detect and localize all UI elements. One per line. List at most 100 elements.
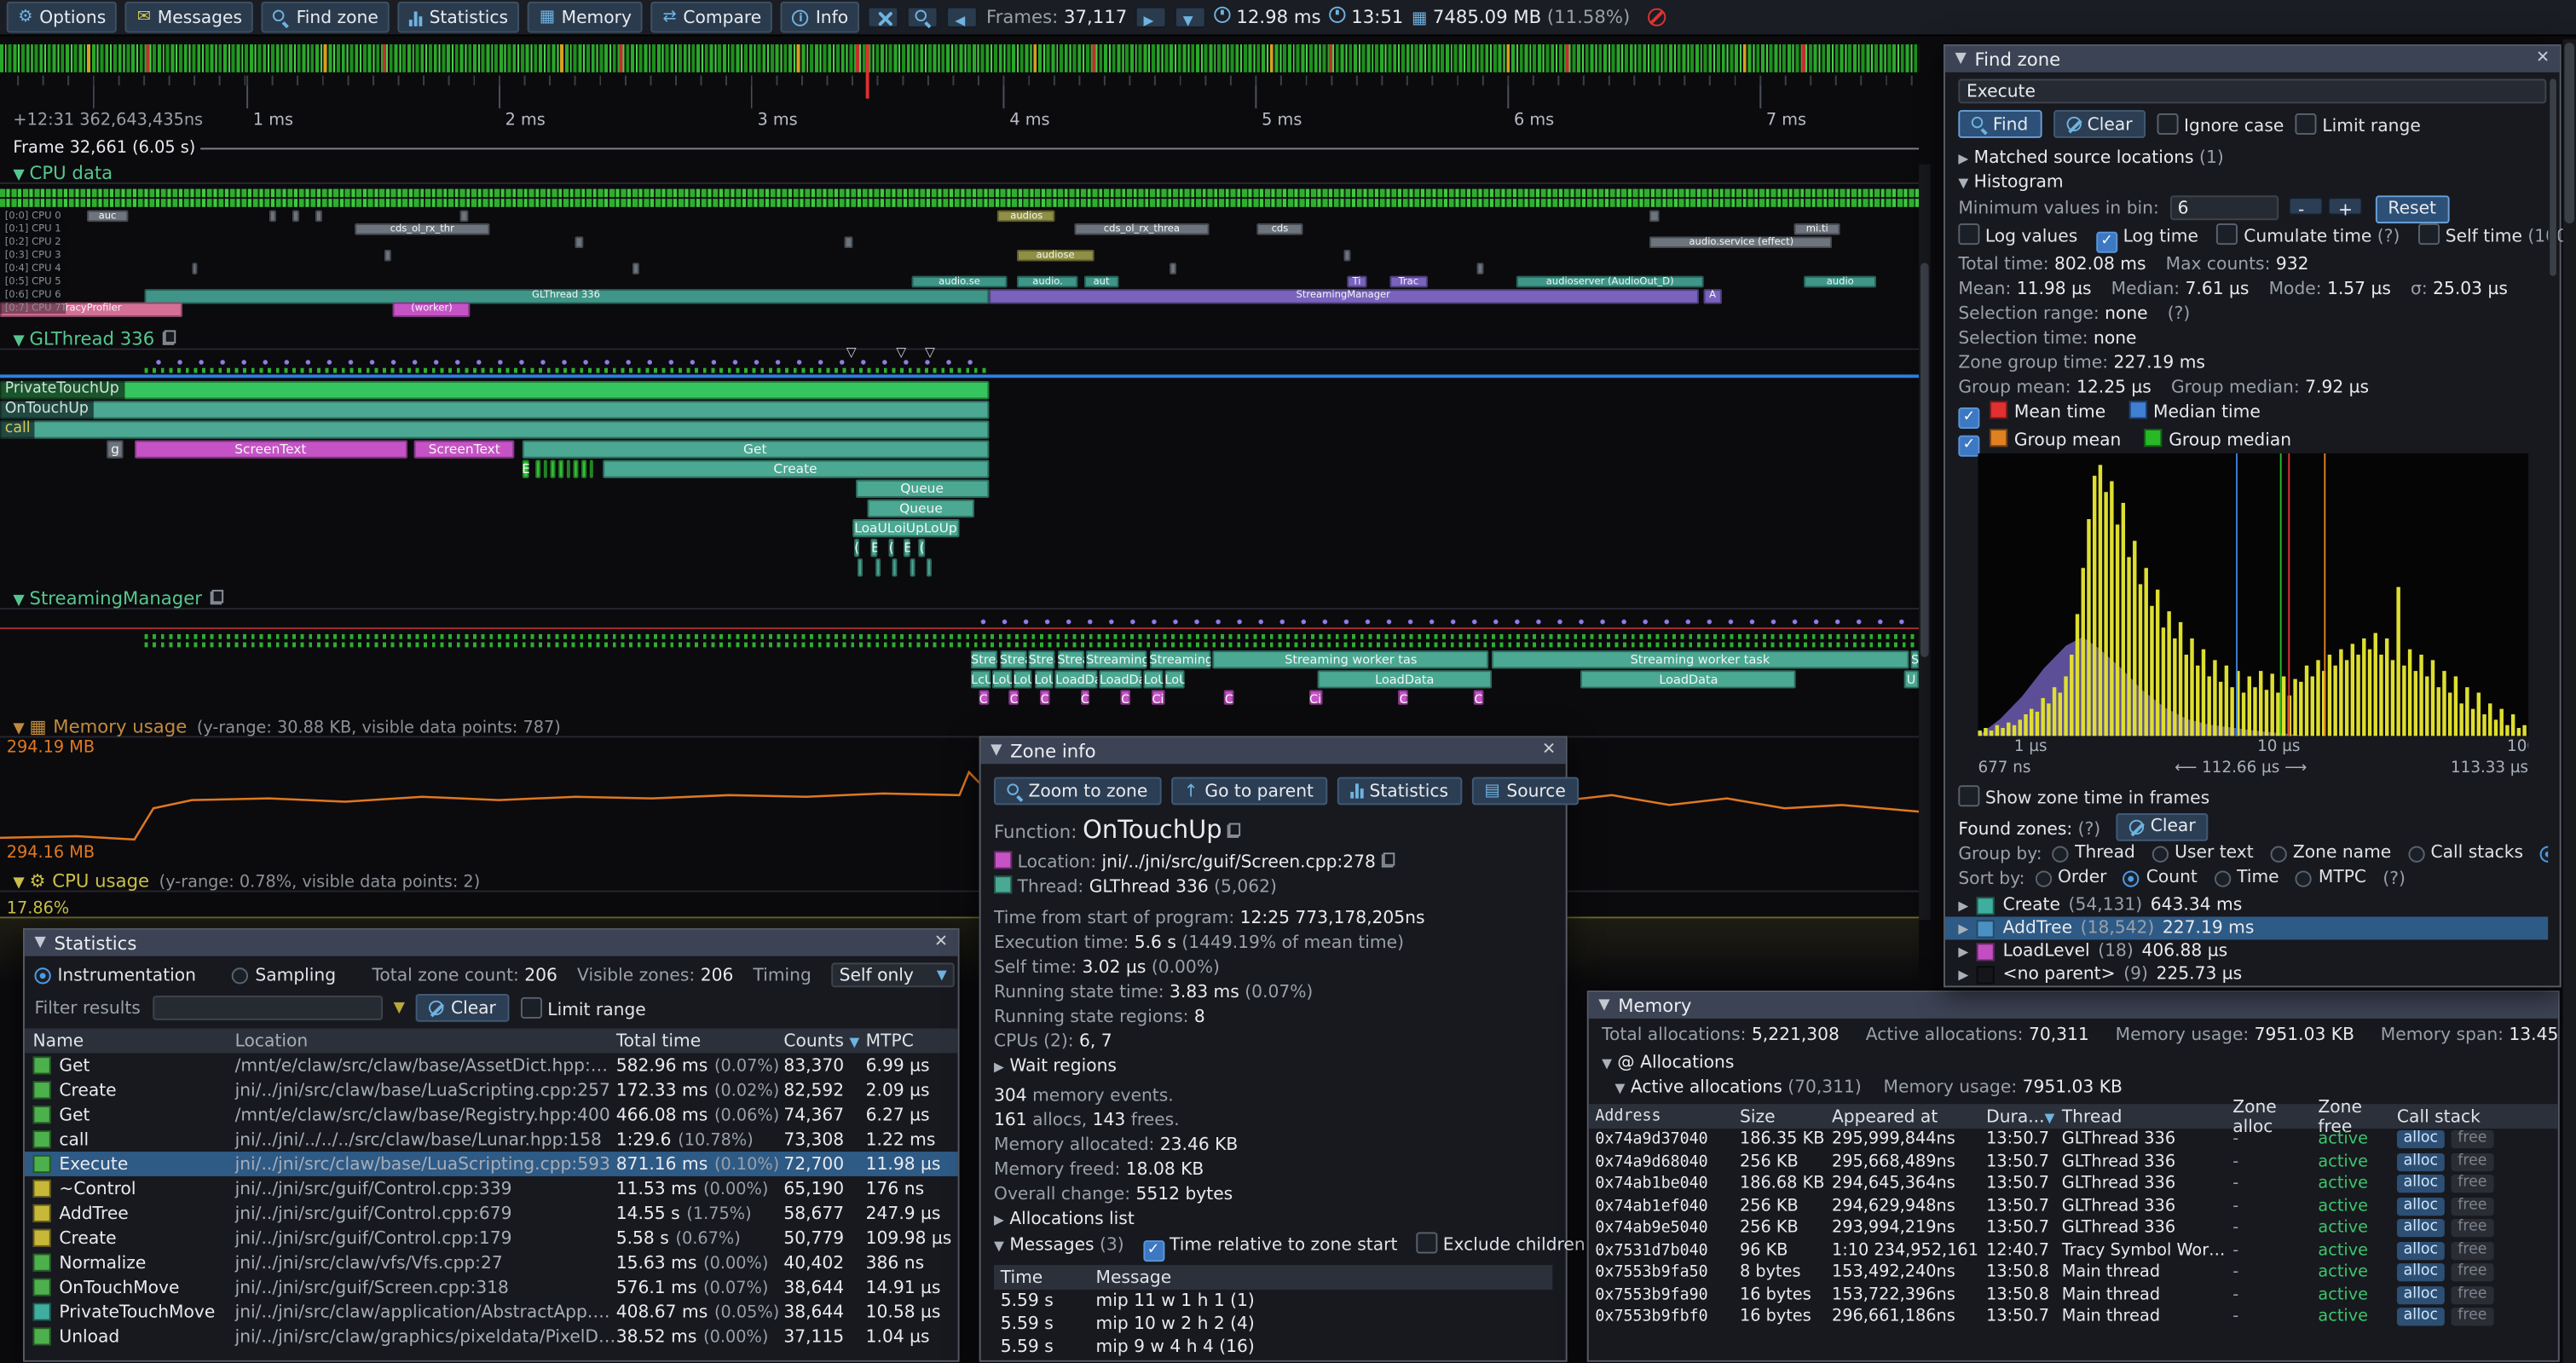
memory-window-titlebar[interactable]: ▼ Memory	[1588, 992, 2558, 1019]
relative-time-checkbox[interactable]: ✓ Time relative to zone start	[1142, 1235, 1397, 1262]
zone-segment[interactable]: Ci	[1308, 690, 1322, 705]
memory-table-header[interactable]: Address Size Appeared at Dura...▼ Thread…	[1588, 1096, 2558, 1136]
zone-segment[interactable]	[566, 459, 571, 478]
column-zone-free[interactable]: Zone free	[2318, 1096, 2362, 1136]
zone-segment[interactable]: TracyProfiler	[0, 302, 182, 317]
zone-segment[interactable]: C	[1080, 690, 1090, 705]
zone-segment[interactable]	[384, 249, 392, 262]
checkbox-icon[interactable]: ✓	[1958, 407, 1980, 430]
zone-segment[interactable]	[858, 558, 863, 577]
zone-segment[interactable]: LoadData	[1318, 670, 1492, 689]
source-button[interactable]: ▤ Source	[1471, 777, 1580, 806]
column-message[interactable]: Message	[1095, 1267, 1172, 1288]
zone-segment[interactable]: Strea	[971, 650, 998, 669]
show-zone-time-checkbox[interactable]: Show zone time in frames	[1945, 785, 2223, 811]
radio-option[interactable]: Thread	[2052, 841, 2135, 866]
zone-segment[interactable]: audio.se	[911, 275, 1008, 288]
zone-segment[interactable]	[1343, 249, 1351, 262]
zone-segment[interactable]: (worker)	[393, 302, 471, 317]
zone-segment[interactable]	[589, 459, 594, 478]
find-zone-titlebar[interactable]: ▼ Find zone ✕	[1944, 45, 2560, 72]
messages-button[interactable]: ✉ Messages	[125, 1, 254, 33]
zone-statistics-button[interactable]: Statistics	[1336, 777, 1462, 806]
zone-segment[interactable]: Queue	[867, 499, 975, 518]
zone-segment[interactable]	[1477, 263, 1484, 274]
allocation-row[interactable]: 0x7553b9fa50 8 bytes 153,492,240ns 13:50.8 M…	[1589, 1262, 2558, 1284]
column-mtpc[interactable]: MTPC	[865, 1031, 914, 1051]
column-zone-alloc[interactable]: Zone alloc	[2232, 1096, 2277, 1136]
memory-usage-section-header[interactable]: ▼ ▦ Memory usage (y-range: 30.88 KB, visibl…	[13, 716, 561, 738]
column-name[interactable]: Name	[32, 1031, 84, 1051]
find-clear-button[interactable]: Clear	[2053, 110, 2146, 138]
radio-option[interactable]: User text	[2151, 841, 2254, 866]
stats-limit-range-checkbox[interactable]: Limit range	[520, 996, 646, 1019]
zone-segment[interactable]: E	[870, 539, 877, 557]
allocation-row[interactable]: 0x7553b9fbf0 16 bytes 296,661,186ns 13:50.7…	[1589, 1306, 2558, 1328]
cpu-usage-section-header[interactable]: ▼ ⚙ CPU usage (y-range: 0.78%, visible data…	[13, 870, 481, 892]
zone-info-titlebar[interactable]: ▼ Zone info ✕	[980, 737, 1566, 765]
allocation-row[interactable]: 0x7553b9fa90 16 bytes 153,722,396ns 13:50.8…	[1589, 1284, 2558, 1306]
message-row[interactable]: 5.59 s mip 10 w 2 h 2 (4)	[1000, 1314, 1255, 1334]
zone-segment[interactable]	[875, 558, 881, 577]
found-zone-row[interactable]: ▶ AddTree (18,542) 227.19 ms	[1944, 916, 2550, 940]
allocation-row[interactable]: 0x74ab1be040 186.68 KB 294,645,364ns 13:50.…	[1589, 1173, 2558, 1195]
statistics-row[interactable]: Create jni/../jni/src/claw/base/LuaScript…	[25, 1077, 958, 1102]
alloc-stack-button[interactable]: alloc	[2396, 1152, 2445, 1171]
zone-segment[interactable]	[574, 459, 579, 478]
zone-segment[interactable]: C	[979, 690, 989, 705]
zone-segment[interactable]	[535, 459, 540, 478]
allocation-row[interactable]: 0x74a9d68040 256 KB 295,668,489ns 13:50.7 GL…	[1589, 1151, 2558, 1173]
zone-segment[interactable]: Ti	[1347, 275, 1366, 288]
column-duration[interactable]: Dura...▼	[1986, 1106, 2055, 1127]
zone-segment[interactable]	[543, 459, 548, 478]
log-time-checkbox[interactable]: ✓ Log time	[2096, 227, 2198, 253]
statistics-window-titlebar[interactable]: ▼ Statistics ✕	[24, 929, 958, 956]
statistics-table-header[interactable]: Name Location Total time Counts ▼ MTPC	[24, 1028, 958, 1054]
radio-option[interactable]: Time	[2214, 866, 2279, 891]
zone-segment[interactable]: LcU	[971, 670, 991, 689]
glthread-section-header[interactable]: ▼ GLThread 336	[13, 328, 176, 350]
zone-segment[interactable]: A	[1703, 289, 1722, 304]
min-bin-input[interactable]: 6	[2169, 195, 2279, 221]
allocations-expander[interactable]: ▼ @ Allocations	[1602, 1053, 1735, 1073]
statistics-row[interactable]: PrivateTouchMove jni/../jni/src/claw/appl…	[25, 1299, 958, 1324]
alloc-stack-button[interactable]: alloc	[2396, 1308, 2445, 1326]
allocation-row[interactable]: 0x7531d7b040 96 KB 1:10 234,952,161 12:40.7…	[1589, 1239, 2558, 1262]
zone-segment[interactable]: Strea	[999, 650, 1027, 669]
column-thread[interactable]: Thread	[2061, 1106, 2123, 1127]
zone-segment[interactable]: St	[1911, 650, 1920, 669]
statistics-row[interactable]: AddTree jni/../jni/src/guif/Control.cpp:6…	[25, 1201, 958, 1226]
allocation-row[interactable]: 0x74ab1ef040 256 KB 294,629,948ns 13:50.7 GL…	[1589, 1195, 2558, 1217]
streaming-section-header[interactable]: ▼ StreamingManager	[13, 588, 224, 609]
alloc-stack-button[interactable]: alloc	[2396, 1130, 2445, 1149]
time-ruler[interactable]: 1 ms 2 ms 3 ms 4 ms 5 ms 6 ms 7 ms	[0, 112, 1919, 135]
radio-option[interactable]: Zone name	[2269, 841, 2391, 866]
zone-segment[interactable]: StreamingManager	[988, 289, 1699, 304]
zone-segment[interactable]: audio.	[1017, 275, 1079, 288]
zone-segment[interactable]: C	[1399, 690, 1409, 705]
alloc-stack-button[interactable]: alloc	[2396, 1263, 2445, 1282]
limit-range-checkbox[interactable]: Limit range	[2295, 113, 2421, 136]
compare-button[interactable]: ⇄ Compare	[651, 1, 773, 33]
zone-segment[interactable]: audiose	[1017, 249, 1095, 262]
zone-segment[interactable]	[0, 420, 989, 439]
checkbox-icon[interactable]: ✓	[1958, 435, 1980, 457]
zone-segment[interactable]: Strea	[1028, 650, 1056, 669]
zone-segment[interactable]: U	[1903, 670, 1920, 689]
main-scrollbar-thumb[interactable]	[2564, 43, 2575, 224]
zone-segment[interactable]: C	[1040, 690, 1050, 705]
zone-segment[interactable]: LoU	[1034, 670, 1054, 689]
disconnect-icon[interactable]	[1648, 8, 1666, 26]
copy-icon[interactable]	[1381, 852, 1395, 868]
zone-segment[interactable]	[910, 558, 915, 577]
frame-overview-strip[interactable]	[0, 44, 1920, 72]
zone-segment[interactable]	[269, 210, 277, 222]
zone-segment[interactable]: Streaming	[1149, 650, 1211, 669]
statistics-row[interactable]: Get/mnt/e/claw/src/claw/base/AssetDict.h…	[25, 1053, 958, 1077]
message-row[interactable]: 5.59 s mip 11 w 1 h 1 (1)	[1000, 1291, 1255, 1311]
messages-expander[interactable]: ▼ Messages (3) ✓ Time relative to zone s…	[994, 1232, 1585, 1262]
zone-segment[interactable]: audioserver (AudioOut_D)	[1516, 275, 1704, 288]
timeline-scrollbar[interactable]	[1919, 164, 1931, 921]
alloc-stack-button[interactable]: alloc	[2396, 1197, 2445, 1216]
zone-segment[interactable]: C	[1120, 690, 1130, 705]
